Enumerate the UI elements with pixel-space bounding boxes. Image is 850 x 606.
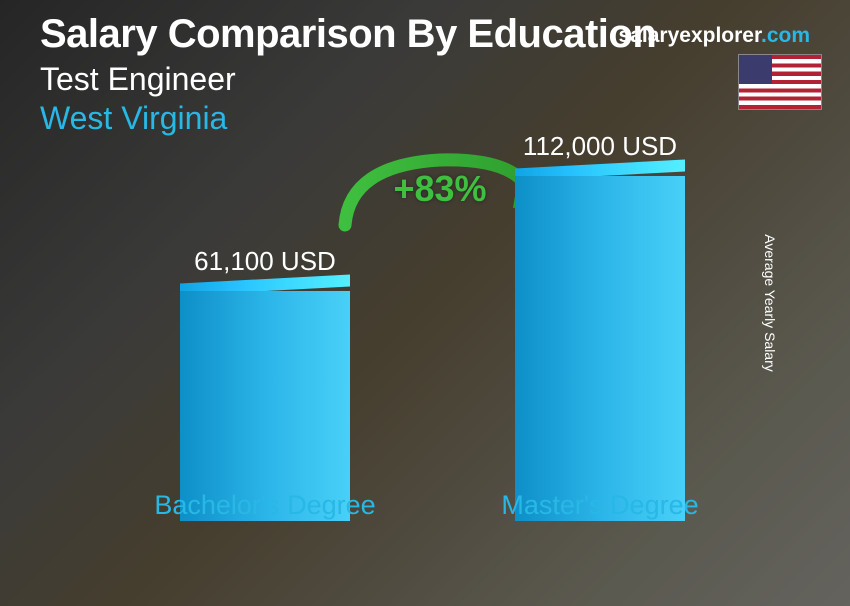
brand-part2: .com <box>761 24 810 47</box>
bar-label-bachelors: Bachelor's Degree <box>154 490 375 521</box>
chart-subtitle: Test Engineer <box>40 61 810 98</box>
bar-label-masters: Master's Degree <box>501 490 698 521</box>
bar-value-bachelors: 61,100 USD <box>194 246 336 277</box>
brand-logo: salaryexplorer.com <box>619 24 810 48</box>
bar-masters: 112,000 USD Master's Degree <box>500 176 700 521</box>
brand-part1: salaryexplorer <box>619 24 761 47</box>
y-axis-label: Average Yearly Salary <box>761 234 777 372</box>
delta-value: +83% <box>393 168 486 210</box>
bar-value-masters: 112,000 USD <box>523 131 677 162</box>
bar-bachelors: 61,100 USD Bachelor's Degree <box>165 291 365 521</box>
us-flag-icon <box>738 54 822 110</box>
chart-location: West Virginia <box>40 100 810 137</box>
bar-chart: +83% 61,100 USD Bachelor's Degree 112,00… <box>40 150 800 561</box>
